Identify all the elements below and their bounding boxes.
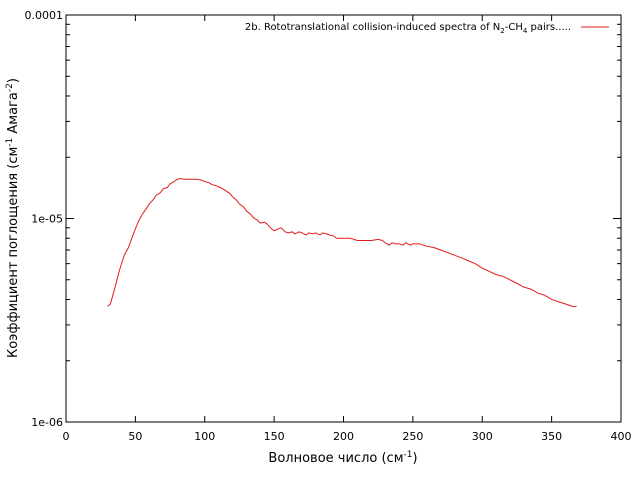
legend: 2b. Rototranslational collision-induced … [245,22,609,35]
x-tick-label: 150 [264,430,285,443]
x-tick-label: 300 [472,430,493,443]
x-axis-label: Волновое число (см-1) [268,450,417,466]
ticks-group [65,14,622,423]
y-axis-label: Коэффициент поглощения (см-1 Амага-2) [5,78,21,358]
x-tick-label: 200 [333,430,354,443]
x-tick-label: 250 [402,430,423,443]
x-tick-label: 50 [128,430,142,443]
x-tick-label: 350 [541,430,562,443]
legend-label: 2b. Rototranslational collision-induced … [245,22,571,35]
y-tick-label: 1e-05 [31,213,63,226]
y-tick-label: 0.0001 [25,9,64,22]
x-tick-label: 0 [63,430,70,443]
x-tick-label: 400 [611,430,632,443]
x-tick-label: 100 [194,430,215,443]
y-tick-label: 1e-06 [31,416,63,429]
tick-labels-group: 0 50 100 150 200 250 300 350 400 1e-06 1e-05 0.0001 [25,9,632,443]
plot-frame [65,14,622,423]
series-line [107,178,577,307]
series-group [107,178,577,307]
